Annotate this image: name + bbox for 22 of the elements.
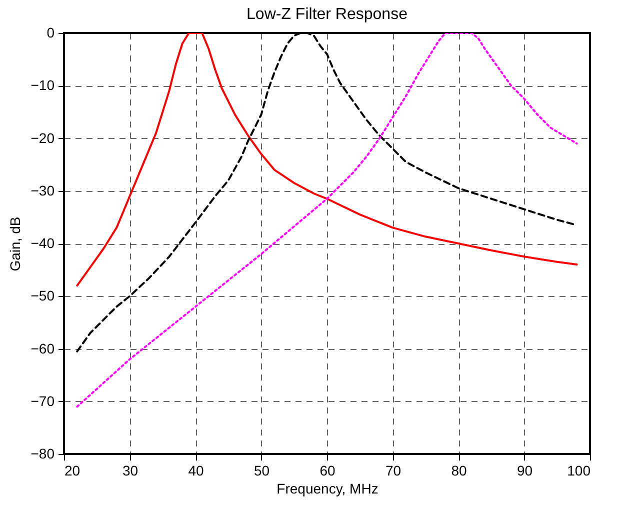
x-axis-title: Frequency, MHz [276,480,378,496]
x-tick-label: 50 [254,462,270,478]
x-tick-label: 70 [385,462,402,478]
y-tick-label: −80 [30,446,55,462]
x-tick-label: 40 [188,462,204,478]
y-tick-label: −70 [30,392,55,409]
line-series [76,33,578,287]
x-tick-label: 20 [64,462,80,478]
x-tick-label: 90 [516,462,533,478]
y-tick-label: −30 [30,182,55,198]
y-tick-label: −40 [30,235,55,251]
y-tick-label: −50 [30,288,55,304]
y-tick-label: −60 [30,340,55,356]
x-tick-label: 100 [567,462,591,478]
y-tick-label: 0 [46,24,55,40]
x-tick-label: 30 [122,462,138,478]
y-tick-label: −20 [30,130,55,146]
y-axis-title: Gain, dB [6,216,23,272]
x-tick-label: 60 [320,462,336,478]
chart-title: Low-Z Filter Response [246,6,408,23]
x-tick-label: 80 [451,462,467,478]
y-tick-label: −10 [30,77,55,94]
